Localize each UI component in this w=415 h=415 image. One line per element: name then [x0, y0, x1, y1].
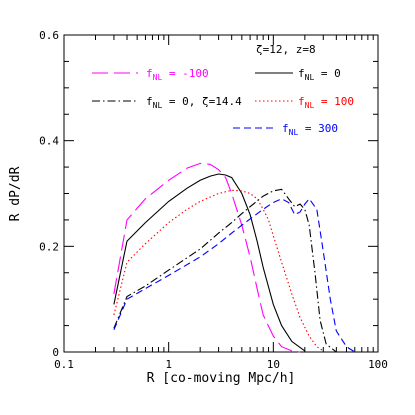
y-tick-label: 0.4: [39, 135, 59, 148]
series-lines: [113, 162, 356, 353]
tick-labels: 0.1 1 10 100 0 0.2 0.4 0.6: [39, 29, 388, 371]
legend-label-3: fNL = 100: [298, 95, 354, 110]
series-line-2: [113, 173, 306, 352]
x-tick-label: 0.1: [54, 358, 74, 371]
plot-frame: [63, 34, 379, 353]
annotation: ζ=12, z=8: [256, 43, 316, 56]
tick-marks: [63, 34, 378, 353]
series-line-3: [113, 189, 324, 352]
legend-label-4: fNL = 0, ζ=14.4: [146, 95, 242, 110]
x-tick-label: 1: [165, 358, 172, 371]
legend: fNL = -100 fNL = 0 fNL = 100 fNL = 0, ζ=14.…: [92, 67, 354, 137]
series-line-4: [113, 188, 337, 353]
y-tick-label: 0.6: [39, 29, 59, 42]
legend-label-2: fNL = 0: [298, 67, 341, 82]
x-tick-label: 10: [267, 358, 280, 371]
y-axis-title: R dP/dR: [8, 166, 23, 221]
legend-label-1: fNL = -100: [146, 67, 209, 82]
y-tick-label: 0: [52, 346, 59, 359]
y-tick-label: 0.2: [39, 240, 59, 253]
series-line-5: [113, 197, 356, 353]
legend-label-5: fNL = 300: [282, 122, 338, 137]
x-axis-title: R [co-moving Mpc/h]: [147, 371, 296, 386]
x-tick-label: 100: [368, 358, 388, 371]
series-line-1: [113, 162, 301, 353]
